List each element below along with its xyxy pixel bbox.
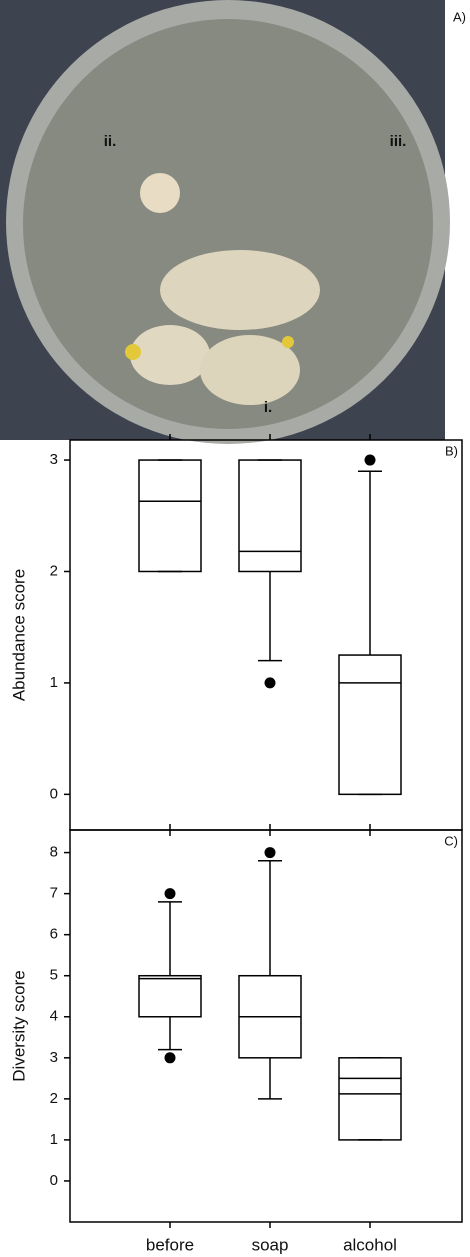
region-label: i. (264, 399, 272, 416)
x-tick-label: soap (252, 1235, 289, 1254)
region-label: ii. (104, 133, 117, 150)
region-label: iii. (390, 133, 407, 150)
colony (160, 250, 320, 330)
y-axis-label: Diversity score (9, 970, 28, 1081)
y-tick-label: 8 (50, 844, 58, 861)
outlier (265, 847, 276, 858)
outlier (165, 1052, 176, 1063)
y-tick-label: 4 (50, 1008, 58, 1025)
box (139, 460, 201, 571)
page: ii. iii. i. A) 0 1 2 3 Abundance score B) 0 1 2 3… (0, 0, 470, 1257)
y-tick-label: 0 (50, 785, 58, 802)
colony (140, 173, 180, 213)
y-tick-label: 7 (50, 885, 58, 902)
box (139, 976, 201, 1017)
colony (282, 336, 294, 348)
y-tick-label: 5 (50, 967, 58, 984)
colony (130, 325, 210, 385)
x-tick-label: before (146, 1235, 194, 1254)
x-tick-label: alcohol (343, 1235, 397, 1254)
photo: ii. iii. i. A) (0, 0, 466, 444)
y-tick-label: 0 (50, 1172, 58, 1189)
box (339, 655, 401, 794)
y-tick-label: 1 (50, 674, 58, 691)
plot-frame (70, 440, 462, 830)
y-tick-label: 3 (50, 1049, 58, 1066)
box (239, 460, 301, 571)
box (339, 1058, 401, 1140)
plot-frame (70, 830, 462, 1222)
y-tick-label: 2 (50, 562, 58, 579)
colony (125, 344, 141, 360)
panel-label: A) (453, 9, 466, 24)
outlier (365, 455, 376, 466)
y-tick-label: 6 (50, 926, 58, 943)
panel-label: C) (444, 833, 458, 848)
y-tick-label: 2 (50, 1090, 58, 1107)
figure: ii. iii. i. A) 0 1 2 3 Abundance score B) 0 1 2 3… (0, 0, 470, 1257)
y-axis-label: Abundance score (9, 569, 28, 701)
panel-label: B) (445, 443, 458, 458)
y-tick-label: 3 (50, 451, 58, 468)
y-tick-label: 1 (50, 1131, 58, 1148)
outlier (265, 677, 276, 688)
outlier (165, 888, 176, 899)
